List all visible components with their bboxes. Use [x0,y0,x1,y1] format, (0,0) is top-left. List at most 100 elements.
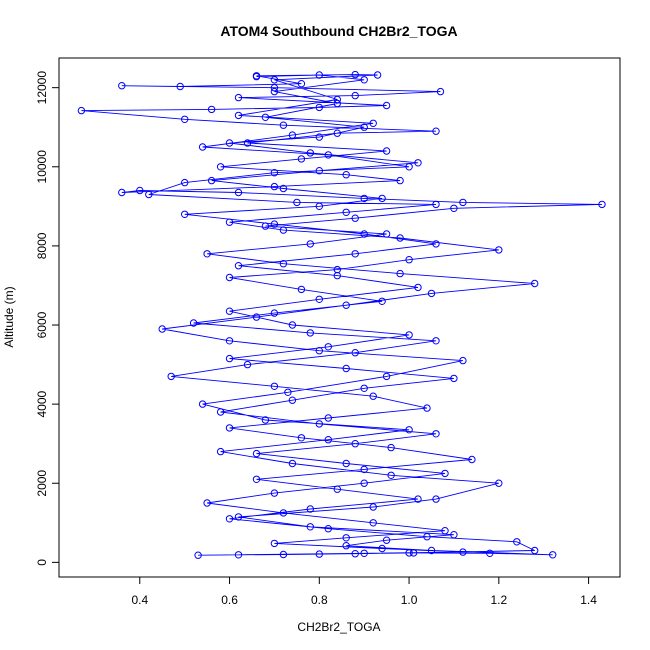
data-point [427,546,436,555]
data-point [351,91,359,100]
data-point [315,347,323,355]
data-point [315,202,323,211]
data-marks [77,70,606,559]
data-point [198,143,207,151]
data-point [351,250,359,258]
data-point [297,434,306,442]
data-point [414,283,422,292]
data-point [252,449,261,458]
data-point [306,505,314,513]
data-point [360,123,368,131]
data-point [293,198,301,207]
data-point [333,99,341,108]
data-point [405,331,413,339]
data-point [324,151,332,159]
data-point [176,82,184,91]
data-point [382,372,391,381]
data-point [279,226,288,234]
data-point [225,307,234,315]
data-point [270,84,279,92]
data-point [252,72,261,81]
data-point [333,129,341,137]
data-point [77,106,86,115]
data-point [405,549,413,557]
data-point [270,382,279,390]
data-point [216,408,225,416]
data-point [423,404,431,412]
data-point [351,440,359,448]
data-point [306,329,314,337]
chart-title: ATOM4 Southbound CH2Br2_TOGA [220,23,457,39]
data-point [441,527,449,535]
x-tick-label: 1.4 [580,593,597,607]
data-point [360,549,368,557]
data-point [234,551,243,559]
data-point [450,531,458,539]
data-point [396,176,404,185]
data-point [324,525,332,533]
data-point [459,548,467,556]
data-point [342,208,350,217]
data-point [324,436,332,444]
data-point [207,176,216,185]
data-point [315,420,323,428]
x-axis: 0.4 0.6 0.8 1.0 1.2 1.4 [131,576,597,607]
data-point [284,388,292,396]
data-point [342,301,350,309]
data-point [167,372,175,381]
data-point [333,485,341,493]
y-tick-label: 4000 [35,390,49,417]
data-point [351,349,359,357]
data-point [369,392,377,400]
data-point [279,550,288,559]
data-point [297,285,306,294]
x-axis-label: CH2Br2_TOGA [297,620,380,634]
data-point [315,550,323,558]
data-point [495,479,503,487]
x-tick-label: 1.2 [490,593,507,607]
data-point [279,184,288,193]
data-point [270,182,279,191]
data-point [382,230,391,238]
data-point [378,297,386,305]
data-point [225,139,234,147]
data-point [427,289,436,298]
data-point [351,70,359,79]
data-point [373,71,382,79]
data-point [387,443,395,452]
data-point [288,321,297,329]
data-point [261,222,270,230]
data-point [270,539,279,548]
data-point [382,147,391,155]
data-point [234,188,243,197]
data-point [342,534,350,542]
data-point [181,210,189,219]
x-tick-label: 0.4 [131,593,148,607]
data-point [405,426,413,434]
data-point [342,364,350,373]
data-point [297,80,306,88]
data-point [342,459,350,468]
data-point [360,230,368,238]
data-point [288,396,297,404]
data-point [459,356,467,365]
data-point [145,190,153,199]
y-tick-label: 12000 [35,71,49,105]
data-point [432,337,440,345]
data-point [342,542,350,550]
data-point [252,313,261,321]
data-point [360,194,368,203]
data-point [207,105,216,114]
data-point [270,87,279,96]
y-axis-label: Altitude (m) [2,286,16,347]
data-point [531,546,539,555]
data-point [432,430,440,438]
data-point [333,271,341,280]
data-point [333,95,341,104]
data-point [405,163,413,171]
data-point [225,273,234,282]
data-point [234,93,243,102]
data-point [216,163,225,171]
y-tick-label: 6000 [35,311,49,338]
